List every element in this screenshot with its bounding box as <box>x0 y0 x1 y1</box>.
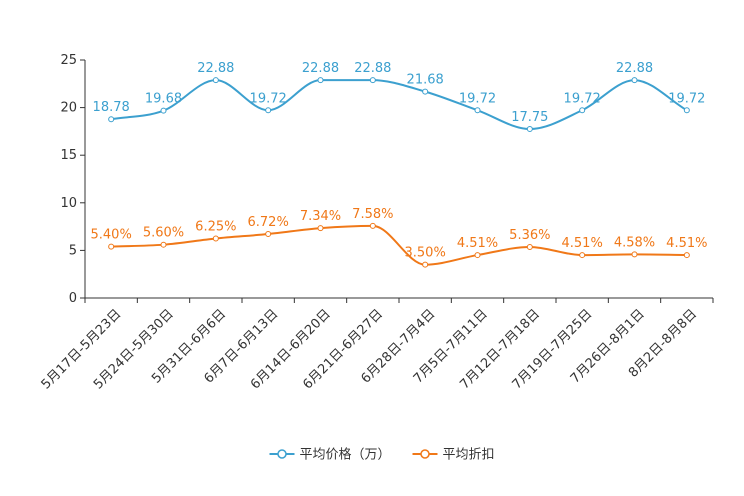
series-1-point[interactable] <box>265 231 272 238</box>
series-0-data-label: 22.88 <box>197 61 234 76</box>
series-0-point[interactable] <box>369 77 376 84</box>
series-0-point[interactable] <box>160 107 167 114</box>
series-0: 18.78 19.68 22.88 19.72 22.88 22.88 21.68 19.72… <box>93 61 705 133</box>
series-0-point[interactable] <box>474 107 481 114</box>
series-1-line <box>111 224 687 266</box>
legend-item-0[interactable]: 平均价格（万） <box>269 447 391 463</box>
series-0-point[interactable] <box>108 116 115 123</box>
series-0-data-label: 19.72 <box>668 91 705 106</box>
y-tick-label: 25 <box>60 53 77 68</box>
series-1-data-label: 7.34% <box>300 209 341 224</box>
axes: 05101520255月17日-5月23日5月24日-5月30日5月31日-6月… <box>39 53 714 392</box>
series-0-point[interactable] <box>683 107 690 114</box>
series-1-point[interactable] <box>631 251 638 258</box>
series-1-data-label: 5.60% <box>143 226 184 241</box>
series-0-point[interactable] <box>631 77 638 84</box>
series-1-data-label: 4.51% <box>562 236 603 251</box>
series-1-point[interactable] <box>422 261 429 268</box>
series-0-line <box>111 79 688 131</box>
legend-marker-icon <box>277 449 287 459</box>
series-1-data-label: 7.58% <box>352 207 393 222</box>
legend-label: 平均折扣 <box>443 448 495 463</box>
series-0-data-label: 22.88 <box>354 61 391 76</box>
series-1-data-label: 4.51% <box>666 236 707 251</box>
series-1-point[interactable] <box>160 241 167 248</box>
series-0-point[interactable] <box>317 77 324 84</box>
y-tick-label: 5 <box>69 243 77 258</box>
legend-item-1[interactable]: 平均折扣 <box>412 448 495 463</box>
series-1-point[interactable] <box>369 222 376 229</box>
series-0-point[interactable] <box>422 88 429 95</box>
y-tick-label: 10 <box>60 196 77 211</box>
series-0-point[interactable] <box>579 107 586 114</box>
y-tick-label: 15 <box>60 148 77 163</box>
series-0-data-label: 18.78 <box>93 100 130 115</box>
series-0-data-label: 21.68 <box>407 73 444 88</box>
series-0-data-label: 19.72 <box>250 91 287 106</box>
series-1-data-label: 5.36% <box>509 228 550 243</box>
series-1-point[interactable] <box>474 252 481 259</box>
series-0-point[interactable] <box>265 107 272 114</box>
series-0-data-label: 17.75 <box>511 110 548 125</box>
legend-marker-icon <box>420 449 430 459</box>
series-0-data-label: 19.72 <box>459 91 496 106</box>
series-1-data-label: 4.51% <box>457 236 498 251</box>
series-1-point[interactable] <box>108 243 115 250</box>
series-1-data-label: 5.40% <box>91 228 132 243</box>
series-1-data-label: 4.58% <box>614 235 655 250</box>
series-1-point[interactable] <box>683 252 690 259</box>
legend[interactable]: 平均价格（万） 平均折扣 <box>269 447 495 463</box>
series-0-point[interactable] <box>526 126 533 133</box>
series-1-point[interactable] <box>579 252 586 259</box>
series-1-point[interactable] <box>526 243 533 250</box>
legend-label: 平均价格（万） <box>300 447 391 463</box>
y-tick-label: 20 <box>60 101 77 116</box>
series-1-data-label: 6.25% <box>195 220 236 235</box>
series-0-data-label: 22.88 <box>616 61 653 76</box>
series-1-data-label: 6.72% <box>248 215 289 230</box>
series-1-point[interactable] <box>317 225 324 232</box>
series-layer: 18.78 19.68 22.88 19.72 22.88 22.88 21.68 19.72… <box>91 61 707 268</box>
y-tick-label: 0 <box>69 291 77 306</box>
series-0-data-label: 19.72 <box>564 91 601 106</box>
series-0-point[interactable] <box>212 77 219 84</box>
series-0-data-label: 22.88 <box>302 61 339 76</box>
series-1: 5.40% 5.60% 6.25% 6.72% 7.34% 7.58% 3.50% 4.51%… <box>91 207 707 268</box>
series-1-data-label: 3.50% <box>405 246 446 261</box>
series-1-point[interactable] <box>212 235 219 242</box>
series-0-data-label: 19.68 <box>145 92 182 107</box>
